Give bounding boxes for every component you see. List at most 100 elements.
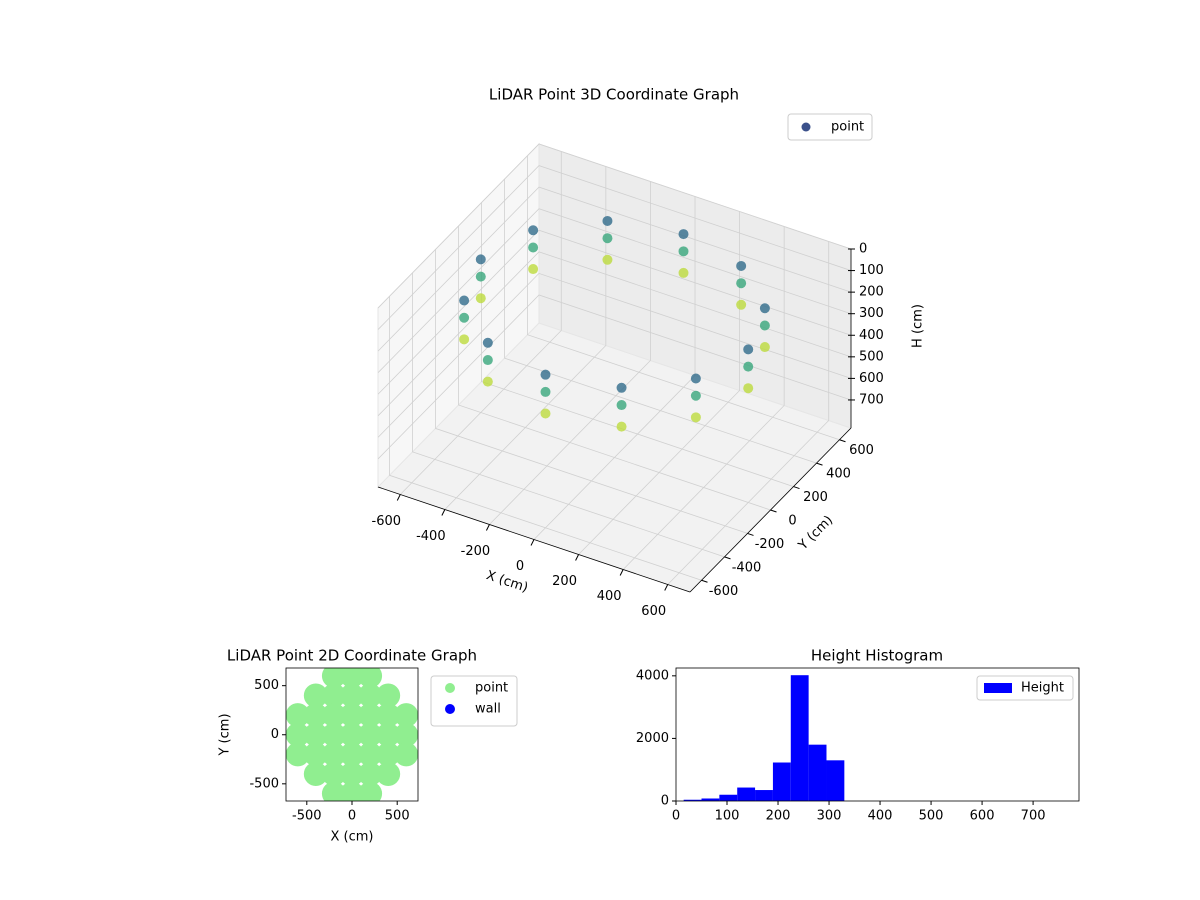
grid-line	[412, 272, 725, 558]
point	[376, 762, 401, 787]
grid-line	[489, 181, 651, 525]
z-tick-label: 500	[859, 349, 884, 364]
point	[482, 355, 493, 366]
point	[321, 762, 346, 787]
point	[376, 722, 401, 747]
point	[743, 361, 754, 372]
point	[743, 344, 754, 355]
y-axis-label: Y (cm)	[218, 713, 233, 756]
grid-line	[377, 186, 852, 352]
chart-title: LiDAR Point 3D Coordinate Graph	[489, 86, 739, 104]
x-tick-label: 200	[766, 809, 791, 824]
point	[321, 668, 346, 688]
legend-box	[787, 113, 873, 141]
legend-label: point	[831, 120, 864, 135]
point	[358, 722, 383, 747]
point	[616, 400, 627, 411]
point	[340, 742, 364, 767]
point	[358, 781, 383, 801]
grid-line	[400, 151, 562, 495]
point	[358, 668, 383, 688]
x-axis-label: X (cm)	[331, 830, 374, 845]
point	[690, 390, 701, 401]
bar	[808, 744, 827, 801]
y-tick-label: -400	[732, 560, 762, 575]
legend-box	[976, 675, 1074, 701]
point	[459, 295, 470, 306]
z-tick-label: 400	[859, 328, 884, 343]
grid-line	[377, 251, 852, 417]
point	[482, 337, 493, 348]
x-tick-label: 0	[348, 809, 356, 824]
point	[759, 320, 770, 331]
point	[376, 703, 401, 728]
grid-line	[389, 296, 702, 581]
point	[743, 383, 754, 394]
grid-line	[458, 226, 771, 511]
z-tick-label: 0	[859, 242, 867, 257]
point	[340, 703, 364, 728]
point	[602, 254, 613, 265]
bar	[737, 787, 756, 801]
x-tick-label: -400	[416, 529, 446, 544]
x-tick-mark	[441, 509, 446, 516]
point	[690, 412, 701, 423]
point	[321, 683, 346, 708]
point	[528, 264, 539, 275]
grid-line	[578, 211, 740, 555]
point	[340, 683, 364, 708]
x-tick-label: 600	[970, 809, 995, 824]
x-tick-label: 200	[552, 574, 577, 589]
point	[376, 683, 401, 708]
x-tick-mark	[664, 584, 669, 591]
y-axis	[689, 427, 852, 593]
point	[394, 742, 418, 767]
point	[303, 703, 328, 728]
z-tick-label: 200	[859, 285, 884, 300]
bar	[719, 794, 738, 801]
y-tick-label: 200	[803, 490, 828, 505]
z-tick-label: 300	[859, 306, 884, 321]
legend-marker	[801, 122, 811, 132]
point	[736, 278, 747, 289]
y-tick-label: 2000	[636, 731, 669, 746]
y-tick-mark	[770, 509, 777, 513]
bar	[755, 790, 773, 801]
bar	[790, 675, 809, 801]
y-tick-mark	[747, 532, 754, 536]
x-tick-label: 400	[868, 809, 893, 824]
point	[528, 242, 539, 253]
point	[303, 683, 328, 708]
grid-line	[622, 226, 785, 570]
x-tick-mark	[485, 524, 490, 531]
grid-line	[527, 155, 840, 441]
y-tick-mark	[793, 486, 800, 490]
point	[286, 722, 310, 747]
x-tick-label: 500	[919, 809, 944, 824]
point	[678, 229, 689, 240]
z-axis-label: H (cm)	[911, 304, 926, 348]
point	[321, 781, 346, 801]
y-tick-label: 600	[849, 443, 874, 458]
point	[459, 334, 470, 345]
x-tick-label: 600	[641, 604, 666, 619]
point	[321, 703, 346, 728]
y-tick-label: 400	[826, 467, 851, 482]
point	[358, 703, 383, 728]
y-tick-label: 0	[271, 727, 279, 742]
chart-title: LiDAR Point 2D Coordinate Graph	[227, 647, 477, 665]
legend-label: point	[475, 681, 508, 696]
x-tick-mark	[396, 494, 401, 501]
z-tick-label: 700	[859, 392, 884, 407]
grid-line	[377, 229, 852, 395]
x-tick-label: -500	[292, 809, 322, 824]
y-tick-mark	[816, 462, 823, 466]
legend-marker	[984, 683, 1012, 693]
point	[321, 742, 346, 767]
point	[286, 703, 310, 728]
y-axis-label: Y (cm)	[795, 513, 836, 554]
point	[394, 722, 418, 747]
point	[303, 722, 328, 747]
